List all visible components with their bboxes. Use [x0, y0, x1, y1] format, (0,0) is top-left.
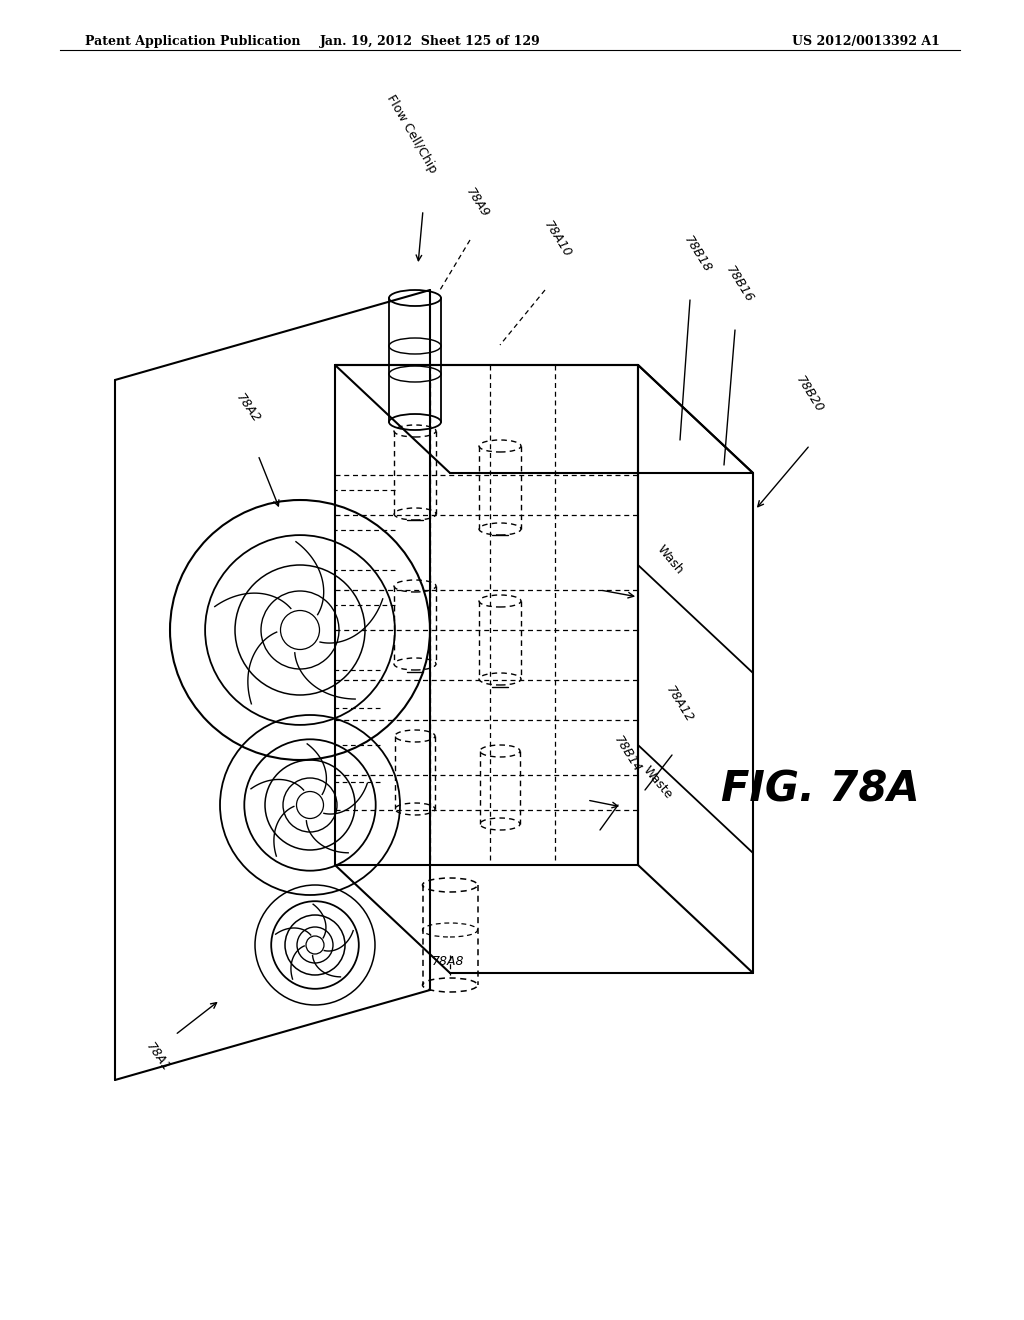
Text: 78A12: 78A12 [664, 684, 696, 725]
Text: 78A10: 78A10 [542, 219, 574, 260]
Text: Waste: Waste [641, 763, 676, 801]
Text: Flow Cell/Chip: Flow Cell/Chip [384, 92, 439, 176]
Text: 78B16: 78B16 [724, 264, 757, 305]
Text: 78A8: 78A8 [432, 954, 464, 968]
Text: 78B18: 78B18 [682, 234, 715, 275]
Text: Patent Application Publication: Patent Application Publication [85, 36, 300, 48]
Text: 78B20: 78B20 [794, 374, 826, 414]
Text: Wash: Wash [654, 543, 686, 577]
Text: 78A1: 78A1 [143, 1040, 173, 1074]
Text: 78B14: 78B14 [611, 734, 644, 775]
Text: US 2012/0013392 A1: US 2012/0013392 A1 [793, 36, 940, 48]
Text: FIG. 78A: FIG. 78A [721, 770, 920, 810]
Text: 78A9: 78A9 [463, 186, 492, 220]
Text: 78A2: 78A2 [233, 391, 262, 425]
Text: Jan. 19, 2012  Sheet 125 of 129: Jan. 19, 2012 Sheet 125 of 129 [319, 36, 541, 48]
